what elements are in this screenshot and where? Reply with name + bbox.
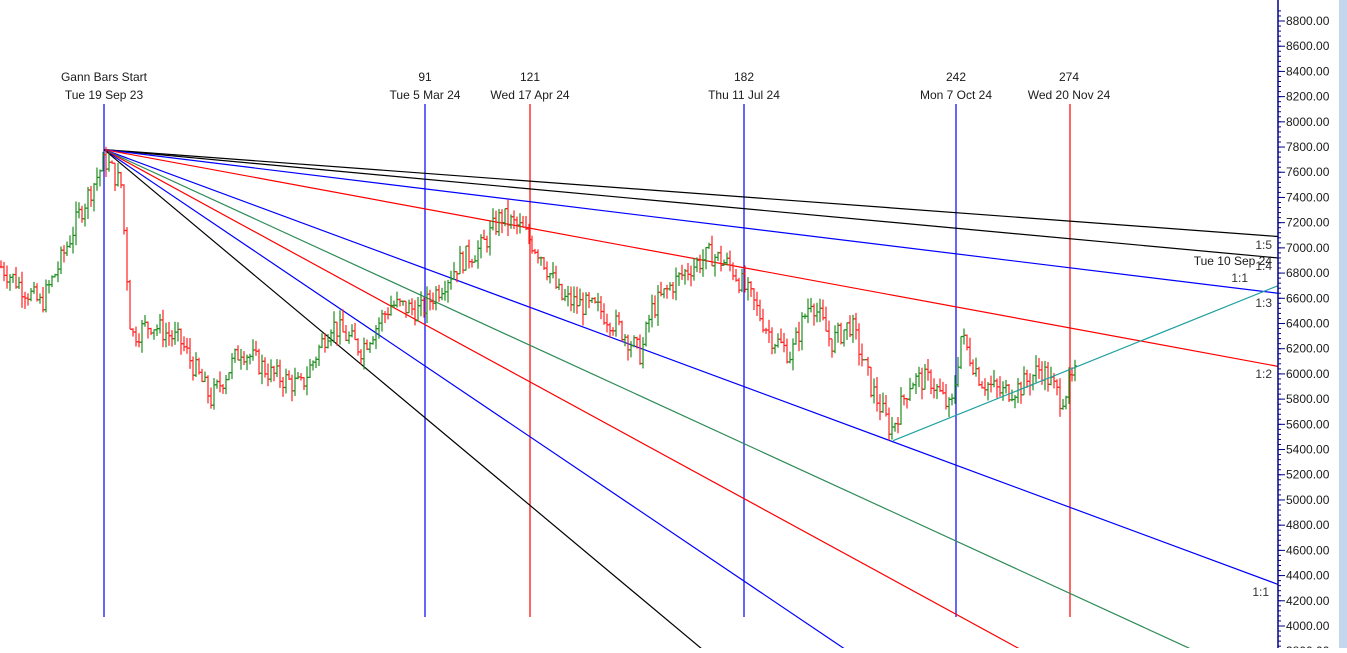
marker-label-91-date: Tue 5 Mar 24	[390, 88, 461, 102]
y-tick-label: 8600.00	[1286, 39, 1330, 53]
y-tick-label: 5000.00	[1286, 493, 1330, 507]
vertical-scrollbar[interactable]	[1339, 0, 1347, 648]
y-tick-label: 4200.00	[1286, 594, 1330, 608]
marker-label-182-top: 182	[734, 70, 754, 84]
marker-label-242-top: 242	[946, 70, 966, 84]
y-tick-label: 7200.00	[1286, 216, 1330, 230]
y-tick-label: 7600.00	[1286, 165, 1330, 179]
y-tick-label: 6000.00	[1286, 367, 1330, 381]
fan-label-1-5: 1:5	[1255, 238, 1272, 252]
fan-ratio-labels: 1:5 1:4 Tue 10 Sep 24 1:1 1:3 1:2 1:1	[1194, 238, 1273, 599]
price-bars	[0, 146, 1077, 441]
gann-fan-lines	[103, 148, 1279, 653]
marker-label-121-top: 121	[520, 70, 540, 84]
fan-label-1-2: 1:2	[1255, 367, 1272, 381]
y-tick-label: 4000.00	[1286, 619, 1330, 633]
vertical-markers	[103, 104, 1071, 617]
fan-label-1-3: 1:3	[1255, 296, 1272, 310]
marker-label-91-top: 91	[418, 70, 432, 84]
y-tick-label: 8200.00	[1286, 90, 1330, 104]
gann-fan-line	[103, 148, 1279, 585]
gann-fan-line	[103, 148, 1279, 294]
y-tick-label: 3800.00	[1286, 644, 1330, 648]
fan-label-1-1-upper: 1:1	[1231, 271, 1248, 285]
y-tick-label: 6600.00	[1286, 291, 1330, 305]
marker-label-182-date: Thu 11 Jul 24	[708, 88, 780, 102]
gann-fan-line	[103, 148, 1279, 367]
y-tick-label: 6200.00	[1286, 342, 1330, 356]
y-tick-label: 8800.00	[1286, 14, 1330, 28]
y-tick-label: 6400.00	[1286, 316, 1330, 330]
y-tick-label: 7400.00	[1286, 190, 1330, 204]
marker-label-274-date: Wed 20 Nov 24	[1028, 88, 1111, 102]
y-tick-label: 6800.00	[1286, 266, 1330, 280]
y-tick-label: 4600.00	[1286, 543, 1330, 557]
marker-labels: Gann Bars Start Tue 19 Sep 23 91 Tue 5 M…	[61, 70, 1111, 102]
y-tick-label: 4800.00	[1286, 518, 1330, 532]
y-tick-label: 4400.00	[1286, 569, 1330, 583]
y-tick-label: 5400.00	[1286, 443, 1330, 457]
marker-label-start-date: Tue 19 Sep 23	[65, 88, 144, 102]
fan-label-1-1-lower: 1:1	[1252, 585, 1269, 599]
gann-fan-line	[103, 149, 1202, 653]
trendline-date-label: Tue 10 Sep 24	[1194, 254, 1273, 268]
y-tick-label: 5800.00	[1286, 392, 1330, 406]
marker-label-start-top: Gann Bars Start	[61, 70, 148, 84]
gann-fan-line	[103, 149, 852, 653]
y-tick-label: 5200.00	[1286, 468, 1330, 482]
y-tick-label: 8000.00	[1286, 115, 1330, 129]
marker-label-121-date: Wed 17 Apr 24	[490, 88, 569, 102]
marker-label-242-date: Mon 7 Oct 24	[920, 88, 992, 102]
y-tick-label: 8400.00	[1286, 64, 1330, 78]
y-tick-label: 7000.00	[1286, 241, 1330, 255]
y-axis: 8800.00 8600.00 8400.00 8200.00 8000.00 7800.…	[1277, 0, 1330, 653]
gann-fan-line	[103, 149, 1029, 653]
fan-label-1-4: 1:4	[1255, 259, 1272, 273]
trendline	[892, 285, 1279, 442]
marker-label-274-top: 274	[1059, 70, 1079, 84]
gann-fan-line	[103, 148, 1279, 238]
gann-fan-line	[103, 148, 1279, 259]
gann-fan-line	[103, 149, 708, 653]
y-tick-label: 7800.00	[1286, 140, 1330, 154]
y-tick-label: 5600.00	[1286, 417, 1330, 431]
